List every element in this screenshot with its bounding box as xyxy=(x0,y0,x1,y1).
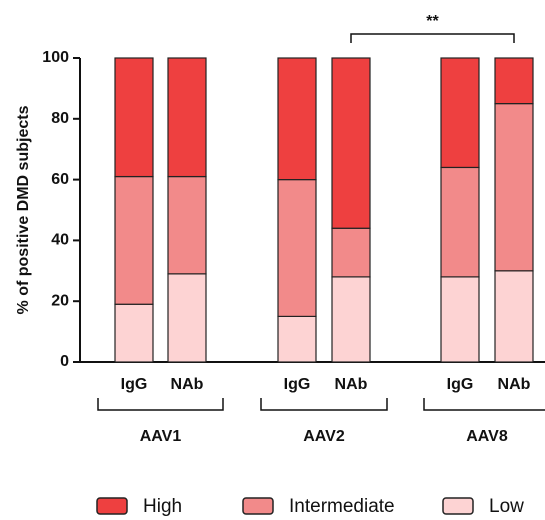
bar-segment xyxy=(440,276,480,363)
bar-segment xyxy=(114,303,154,363)
bar-segment xyxy=(114,175,154,305)
x-tick-label: NAb xyxy=(171,376,204,393)
group-bracket xyxy=(97,398,224,411)
legend-swatch xyxy=(96,497,128,515)
bar-segment xyxy=(331,227,371,278)
y-tick-label: 40 xyxy=(51,232,69,249)
y-axis-label: % of positive DMD subjects xyxy=(15,105,32,314)
x-tick-label: IgG xyxy=(447,376,474,393)
group-bracket xyxy=(423,398,545,411)
bar-segment xyxy=(277,315,317,363)
x-tick-label: NAb xyxy=(498,376,531,393)
bar-segment xyxy=(167,57,207,178)
group-bracket xyxy=(260,398,388,411)
significance-label: ** xyxy=(426,13,439,30)
legend-label: Intermediate xyxy=(289,496,395,517)
x-tick-label: IgG xyxy=(121,376,148,393)
legend-swatch xyxy=(442,497,474,515)
y-tick-label: 100 xyxy=(42,49,69,66)
bar-segment xyxy=(494,270,534,363)
bar-segment xyxy=(277,57,317,181)
bar-segment xyxy=(331,57,371,229)
legend-label: High xyxy=(143,496,182,517)
y-tick-label: 80 xyxy=(51,110,69,127)
bar-segment xyxy=(114,57,154,178)
bar-segment xyxy=(167,273,207,363)
bar-segment xyxy=(494,57,534,105)
group-label: AAV1 xyxy=(140,428,182,445)
group-label: AAV8 xyxy=(466,428,508,445)
legend-label: Low xyxy=(489,496,524,517)
y-tick-label: 60 xyxy=(51,171,69,188)
x-tick-label: IgG xyxy=(284,376,311,393)
bar-segment xyxy=(440,166,480,278)
group-label: AAV2 xyxy=(303,428,345,445)
bar-segment xyxy=(440,57,480,169)
bar-segment xyxy=(331,276,371,363)
bar-segment xyxy=(494,102,534,272)
y-tick-label: 0 xyxy=(60,353,69,370)
y-tick-label: 20 xyxy=(51,292,69,309)
x-tick-label: NAb xyxy=(335,376,368,393)
bar-segment xyxy=(277,179,317,318)
significance-bracket xyxy=(350,33,515,43)
legend-swatch xyxy=(242,497,274,515)
bar-segment xyxy=(167,175,207,275)
